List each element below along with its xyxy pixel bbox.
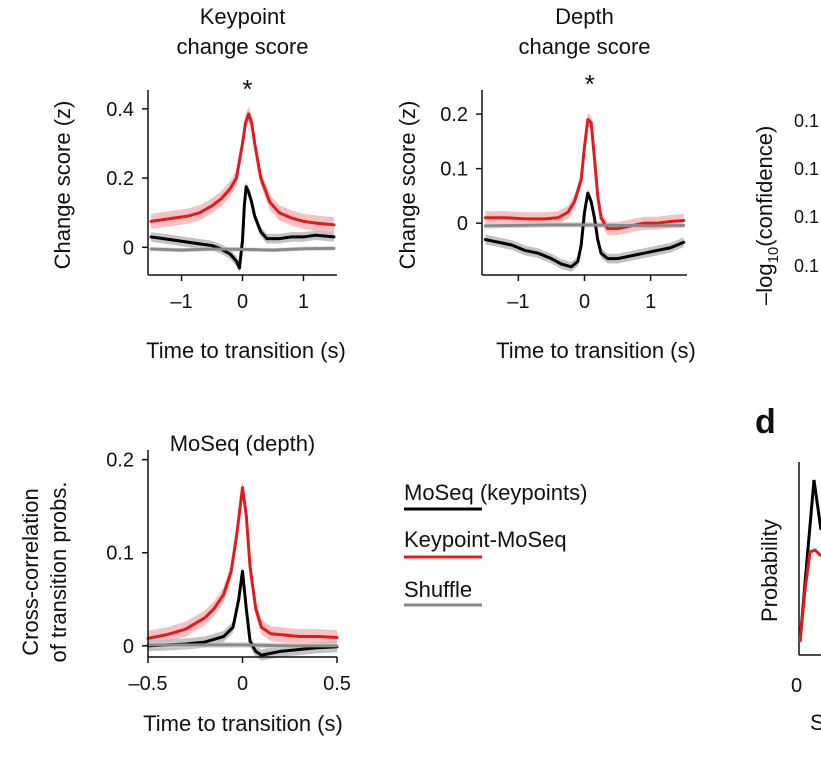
panel-d-label: d xyxy=(755,403,776,441)
y-axis-label: Change score (z) xyxy=(50,101,75,270)
x-tick-label: 0 xyxy=(579,291,590,313)
y-tick-label: 0.2 xyxy=(106,450,134,472)
x-axis-label: Time to transition (s) xyxy=(143,711,343,736)
partial-probability-xtick: 0 xyxy=(791,675,802,697)
chart-title: Depth xyxy=(555,4,614,29)
y-tick-label: 0 xyxy=(123,636,134,658)
y-tick-label: 0.1 xyxy=(106,543,134,565)
series-line xyxy=(483,118,686,231)
series-line xyxy=(146,643,339,648)
significance-star: * xyxy=(585,69,595,99)
x-axis-label: Time to transition (s) xyxy=(146,338,346,363)
y-tick-label: 0.2 xyxy=(440,104,468,126)
partial-probability-ylabel: Probability xyxy=(757,519,782,622)
chart-title: MoSeq (depth) xyxy=(170,431,316,456)
x-tick-label: –0.5 xyxy=(129,673,168,695)
partial-probability-xlabel: S xyxy=(810,710,821,735)
chart-title: change score xyxy=(176,34,308,59)
series-band xyxy=(148,565,337,661)
partial-confidence-panel: –log10(confidence) 0.1 0.1 0.1 0.1 xyxy=(752,111,819,305)
legend: MoSeq (keypoints) Keypoint-MoSeq Shuffle xyxy=(404,480,587,607)
x-tick-label: 0.5 xyxy=(323,673,351,695)
x-axis-label: Time to transition (s) xyxy=(496,338,696,363)
series-line xyxy=(146,569,339,657)
partial-confidence-tick: 0.1 xyxy=(794,111,819,131)
series-band xyxy=(485,188,684,272)
chart-panel: Depth change score 0 0.1 0.2 –1 0 1 Time to tran… xyxy=(395,4,696,363)
series-line xyxy=(149,185,336,270)
x-tick-label: –1 xyxy=(507,291,529,313)
y-tick-label: 0.2 xyxy=(106,168,134,190)
significance-star: * xyxy=(242,74,252,104)
y-tick-label: 0 xyxy=(123,237,134,259)
plots-layer: Keypoint change score 0 0.2 0.4 –1 0 1 Time to t… xyxy=(18,4,696,736)
legend-label-keypoint-moseq: Keypoint-MoSeq xyxy=(404,527,567,552)
partial-confidence-tick: 0.1 xyxy=(794,256,819,276)
partial-confidence-tick: 0.1 xyxy=(794,159,819,179)
series-line xyxy=(146,486,339,640)
x-tick-label: 0 xyxy=(237,291,248,313)
series-line xyxy=(149,246,336,252)
x-tick-label: –1 xyxy=(170,291,192,313)
chart-title: Keypoint xyxy=(200,4,286,29)
partial-confidence-tick: 0.1 xyxy=(794,207,819,227)
x-tick-label: 0 xyxy=(237,673,248,695)
y-tick-label: 0.4 xyxy=(106,99,134,121)
partial-probability-line-red xyxy=(798,548,821,643)
y-tick-label: 0.1 xyxy=(440,159,468,181)
partial-probability-panel: d Probability 0 S xyxy=(755,403,821,735)
partial-confidence-ylabel: –log10(confidence) xyxy=(752,126,782,305)
legend-label-moseq-keypoints: MoSeq (keypoints) xyxy=(404,480,587,505)
x-tick-label: 1 xyxy=(298,291,309,313)
chart-title: change score xyxy=(518,34,650,59)
y-axis-label: Change score (z) xyxy=(395,101,420,270)
y-axis-label: Cross-correlation xyxy=(18,488,43,656)
y-axis-label: of transition probs. xyxy=(46,482,71,663)
x-tick-label: 1 xyxy=(645,291,656,313)
chart-panel: MoSeq (depth) 0 0.1 0.2 –0.5 0 0.5 Time to tran… xyxy=(18,431,351,736)
series-band xyxy=(148,480,337,646)
series-line xyxy=(483,223,686,228)
series-line xyxy=(149,112,336,227)
y-tick-label: 0 xyxy=(457,213,468,235)
series-line xyxy=(483,191,686,269)
chart-panel: Keypoint change score 0 0.2 0.4 –1 0 1 Time to t… xyxy=(50,4,346,363)
legend-label-shuffle: Shuffle xyxy=(404,577,472,602)
